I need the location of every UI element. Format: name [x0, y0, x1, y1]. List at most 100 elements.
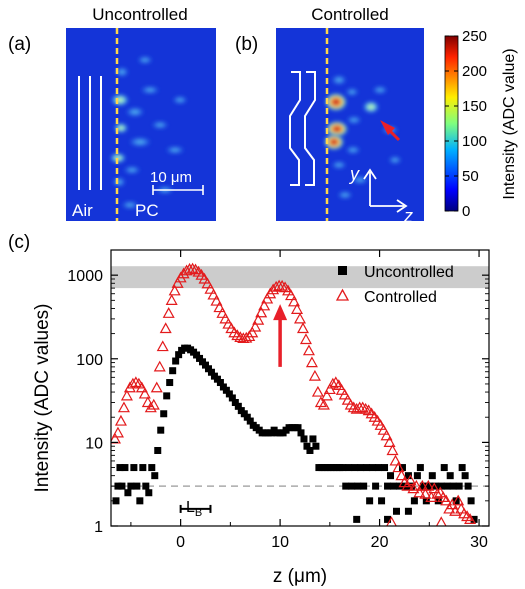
point-uncontrolled: [303, 442, 311, 450]
colorbar-tick-label: 150: [462, 98, 487, 115]
point-uncontrolled: [348, 482, 356, 490]
point-uncontrolled: [455, 482, 463, 490]
point-uncontrolled: [446, 472, 454, 480]
point-controlled: [213, 301, 226, 313]
point-controlled: [267, 283, 280, 295]
heatmap-spot: [137, 56, 153, 64]
heatmap-spot: [140, 86, 160, 94]
point-controlled: [380, 429, 393, 441]
point-uncontrolled: [114, 482, 122, 490]
heatmap-spot: [326, 121, 348, 137]
heatmap-uncontrolled: [66, 28, 216, 221]
point-uncontrolled: [127, 482, 135, 490]
point-uncontrolled: [467, 497, 475, 505]
panel-b-letter: (b): [235, 34, 258, 55]
point-controlled: [171, 277, 184, 288]
point-controlled: [416, 479, 429, 491]
scale-bar-label: 10 μm: [150, 169, 192, 186]
point-controlled: [419, 487, 432, 499]
point-uncontrolled: [121, 464, 129, 472]
point-uncontrolled: [366, 497, 374, 505]
controlled-layer-lines: [289, 71, 316, 186]
series-uncontrolled: [112, 344, 478, 523]
panel-a-title: Uncontrolled: [92, 5, 187, 24]
point-controlled: [207, 288, 220, 300]
point-controlled: [446, 498, 459, 510]
axis-label-y: y: [348, 164, 360, 184]
point-uncontrolled: [342, 482, 350, 490]
point-uncontrolled: [145, 489, 153, 497]
point-controlled: [356, 401, 369, 413]
point-controlled: [126, 377, 139, 389]
point-uncontrolled: [202, 361, 209, 369]
pc-label: PC: [135, 201, 159, 220]
point-uncontrolled: [118, 482, 126, 490]
heatmap-spot: [115, 67, 129, 77]
point-uncontrolled: [116, 464, 124, 472]
point-controlled: [410, 479, 423, 491]
x-tick-label: 30: [470, 534, 488, 551]
y-tick-label: 1: [94, 519, 103, 536]
point-controlled: [144, 401, 157, 413]
heatmap-spot: [345, 88, 359, 96]
heatmap-spot: [111, 94, 129, 106]
panel-b-title: Controlled: [311, 5, 389, 24]
point-uncontrolled: [160, 410, 168, 418]
point-uncontrolled: [228, 394, 236, 402]
point-controlled: [159, 322, 172, 334]
legend-label-uncontrolled: Uncontrolled: [364, 264, 454, 281]
legend-marker-controlled: [335, 288, 350, 301]
lb-label: LB: [186, 499, 202, 519]
point-uncontrolled: [449, 482, 457, 490]
heatmap-b-spots: [324, 75, 402, 199]
point-controlled: [129, 376, 142, 388]
point-uncontrolled: [297, 429, 305, 437]
point-controlled: [422, 479, 435, 491]
scale-bar: [152, 185, 204, 195]
heatmap-spot: [128, 137, 152, 147]
point-uncontrolled: [151, 472, 159, 480]
point-controlled: [186, 262, 199, 274]
y-tick-label: 100: [76, 352, 103, 369]
point-uncontrolled: [139, 464, 147, 472]
point-controlled: [395, 469, 408, 481]
point-uncontrolled: [124, 489, 132, 497]
colorbar-tick-label: 0: [462, 203, 470, 220]
heatmap-spot: [337, 191, 353, 199]
point-controlled: [413, 486, 426, 498]
colorbar: [444, 35, 459, 212]
point-uncontrolled: [443, 482, 451, 490]
point-uncontrolled: [148, 464, 156, 472]
point-controlled: [320, 389, 333, 401]
point-uncontrolled: [425, 482, 433, 490]
colorbar-tick-label: 50: [462, 168, 479, 185]
point-uncontrolled: [375, 464, 383, 472]
point-controlled: [156, 340, 169, 352]
x-axis-label: z (μm): [273, 566, 327, 587]
point-controlled: [114, 414, 127, 426]
point-controlled: [258, 299, 271, 311]
point-controlled: [120, 389, 133, 401]
point-controlled: [210, 294, 223, 306]
point-uncontrolled: [163, 392, 171, 400]
point-controlled: [219, 312, 232, 324]
point-uncontrolled: [384, 515, 392, 523]
point-controlled: [386, 444, 399, 456]
point-uncontrolled: [354, 482, 362, 490]
point-uncontrolled: [461, 472, 469, 480]
air-layer-lines: [78, 76, 102, 190]
point-uncontrolled: [136, 497, 144, 505]
point-uncontrolled: [369, 464, 377, 472]
colorbar-tick-label: 250: [462, 28, 487, 45]
point-uncontrolled: [387, 472, 395, 480]
heatmap-b-bg: [276, 28, 424, 221]
point-controlled: [299, 333, 312, 345]
panel-c-letter: (c): [8, 232, 30, 253]
point-uncontrolled: [413, 472, 421, 480]
point-controlled: [168, 284, 181, 296]
point-controlled: [255, 306, 268, 318]
heatmap-spot: [346, 116, 362, 124]
point-uncontrolled: [169, 367, 177, 375]
colorbar-tick-label: 100: [462, 133, 487, 150]
point-controlled: [326, 377, 339, 389]
